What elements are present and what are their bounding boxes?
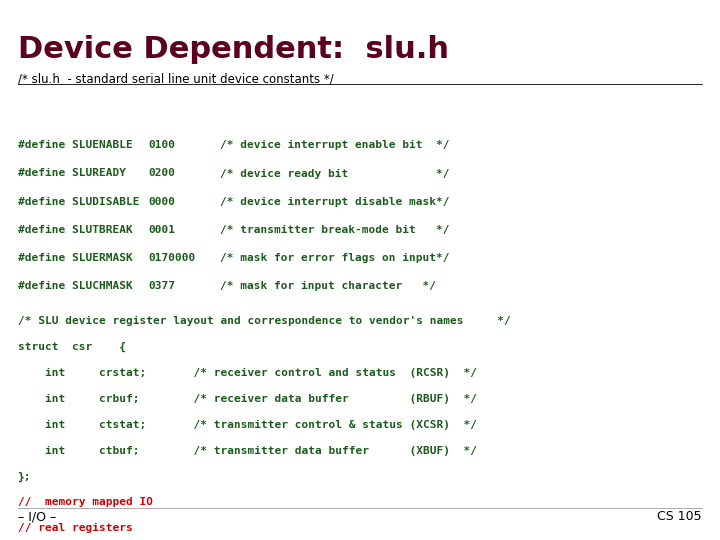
Text: #define SLUDISABLE: #define SLUDISABLE — [18, 197, 140, 207]
Text: /* mask for input character   */: /* mask for input character */ — [220, 281, 436, 291]
Text: 0200: 0200 — [148, 168, 175, 179]
Text: /* slu.h  - standard serial line unit device constants */: /* slu.h - standard serial line unit dev… — [18, 73, 334, 86]
Text: /* mask for error flags on input*/: /* mask for error flags on input*/ — [220, 253, 449, 263]
Text: /* transmitter break-mode bit   */: /* transmitter break-mode bit */ — [220, 225, 449, 235]
Text: 0377: 0377 — [148, 281, 175, 291]
Text: int     crstat;       /* receiver control and status  (RCSR)  */: int crstat; /* receiver control and stat… — [18, 368, 477, 378]
Text: Device Dependent:  slu.h: Device Dependent: slu.h — [18, 35, 449, 64]
Text: struct  csr    {: struct csr { — [18, 342, 126, 352]
Text: 0000: 0000 — [148, 197, 175, 207]
Text: CS 105: CS 105 — [657, 510, 702, 523]
Text: int     ctbuf;        /* transmitter data buffer      (XBUF)  */: int ctbuf; /* transmitter data buffer (X… — [18, 446, 477, 456]
Text: /* device interrupt enable bit  */: /* device interrupt enable bit */ — [220, 140, 449, 151]
Text: – I/O –: – I/O – — [18, 510, 56, 523]
Text: int     ctstat;       /* transmitter control & status (XCSR)  */: int ctstat; /* transmitter control & sta… — [18, 420, 477, 430]
Text: //  memory mapped IO: // memory mapped IO — [18, 497, 153, 508]
Text: 0001: 0001 — [148, 225, 175, 235]
Text: #define SLUTBREAK: #define SLUTBREAK — [18, 225, 132, 235]
Text: /* SLU device register layout and correspondence to vendor's names     */: /* SLU device register layout and corres… — [18, 316, 510, 326]
Text: #define SLUCHMASK: #define SLUCHMASK — [18, 281, 132, 291]
Text: 0170000: 0170000 — [148, 253, 195, 263]
Text: };: }; — [18, 471, 32, 482]
Text: /* device ready bit             */: /* device ready bit */ — [220, 168, 449, 179]
Text: // real registers: // real registers — [18, 523, 132, 534]
Text: #define SLUERMASK: #define SLUERMASK — [18, 253, 132, 263]
Text: #define SLUENABLE: #define SLUENABLE — [18, 140, 132, 151]
Text: int     crbuf;        /* receiver data buffer         (RBUF)  */: int crbuf; /* receiver data buffer (RBUF… — [18, 394, 477, 404]
Text: /* device interrupt disable mask*/: /* device interrupt disable mask*/ — [220, 197, 449, 207]
Text: 0100: 0100 — [148, 140, 175, 151]
Text: #define SLUREADY: #define SLUREADY — [18, 168, 126, 179]
